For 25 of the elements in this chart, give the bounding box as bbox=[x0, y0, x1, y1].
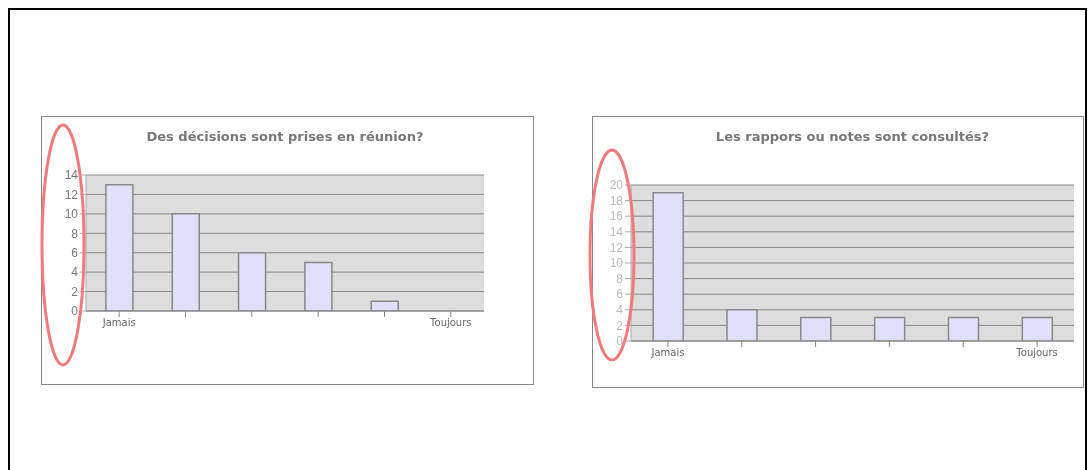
y-tick-label: 20 bbox=[609, 178, 624, 193]
y-tick-label: 16 bbox=[609, 209, 624, 224]
y-tick-label: 0 bbox=[71, 304, 79, 319]
chart-title: Des décisions sont prises en réunion? bbox=[145, 129, 425, 144]
y-tick-label: 0 bbox=[616, 334, 624, 349]
y-tick-label: 2 bbox=[616, 318, 624, 333]
x-tick-label: Toujours bbox=[1015, 347, 1058, 359]
x-tick-label: Jamais bbox=[101, 317, 136, 329]
y-tick-label: 18 bbox=[609, 193, 624, 208]
y-tick-label: 10 bbox=[609, 256, 624, 271]
chart-title: Les rappors ou notes sont consultés? bbox=[714, 129, 991, 144]
y-tick-label: 12 bbox=[609, 240, 624, 255]
y-tick-label: 8 bbox=[71, 226, 79, 241]
y-tick-label: 2 bbox=[71, 284, 79, 299]
y-tick-label: 4 bbox=[616, 303, 624, 318]
y-tick-label: 12 bbox=[64, 187, 79, 202]
x-tick-label: Toujours bbox=[429, 317, 472, 329]
y-tick-label: 8 bbox=[616, 271, 624, 286]
y-tick-label: 14 bbox=[64, 168, 79, 183]
y-tick-label: 6 bbox=[71, 245, 79, 260]
y-tick-label: 14 bbox=[609, 225, 624, 240]
y-tick-label: 10 bbox=[64, 207, 79, 222]
x-tick-label: Jamais bbox=[650, 347, 685, 359]
y-tick-label: 6 bbox=[616, 287, 624, 302]
y-tick-label: 4 bbox=[71, 265, 79, 280]
